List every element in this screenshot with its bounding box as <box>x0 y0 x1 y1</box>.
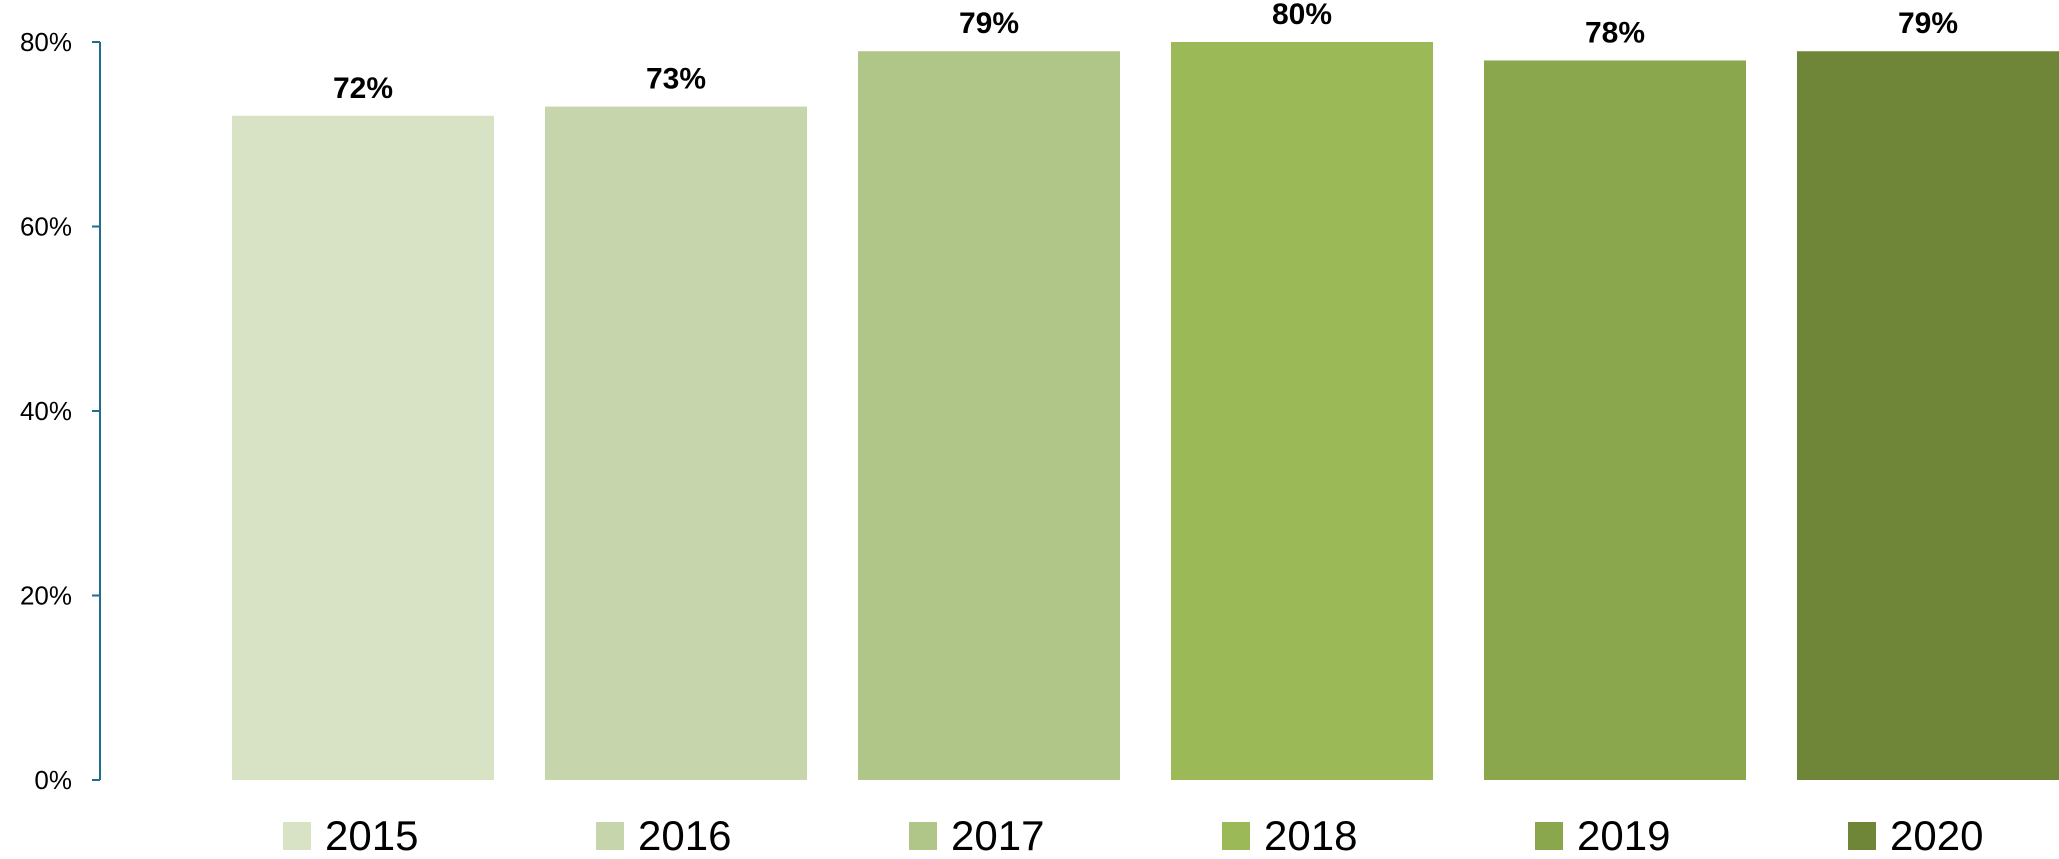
y-tick-label: 60% <box>20 212 72 242</box>
legend-swatch-2019 <box>1535 822 1563 850</box>
legend: 2015 2016 2017 2018 2019 2020 <box>283 812 1983 859</box>
legend-swatch-2018 <box>1222 822 1250 850</box>
data-label-2018: 80% <box>1272 0 1332 31</box>
data-label-2019: 78% <box>1585 16 1645 49</box>
data-label-2015: 72% <box>333 72 393 105</box>
legend-label-2019: 2019 <box>1577 812 1670 859</box>
legend-swatch-2017 <box>909 822 937 850</box>
bar-2016 <box>545 106 807 780</box>
y-tick-label: 0% <box>34 765 72 795</box>
bars-group <box>232 42 2059 781</box>
y-tick-label: 20% <box>20 581 72 611</box>
bar-2015 <box>232 115 494 781</box>
bar-2019 <box>1484 60 1746 780</box>
legend-label-2020: 2020 <box>1890 812 1983 859</box>
bar-2020 <box>1797 51 2059 781</box>
data-label-2017: 79% <box>959 7 1019 40</box>
y-axis-ticks: 0% 20% 40% 60% 80% <box>20 27 100 795</box>
legend-label-2017: 2017 <box>951 812 1044 859</box>
legend-label-2016: 2016 <box>638 812 731 859</box>
data-labels-group: 72% 73% 79% 80% 78% 79% <box>333 0 1958 105</box>
data-label-2020: 79% <box>1898 7 1958 40</box>
legend-swatch-2016 <box>596 822 624 850</box>
legend-label-2018: 2018 <box>1264 812 1357 859</box>
y-tick-label: 40% <box>20 396 72 426</box>
data-label-2016: 73% <box>646 63 706 96</box>
legend-swatch-2015 <box>283 822 311 850</box>
bar-2017 <box>858 51 1120 781</box>
legend-label-2015: 2015 <box>325 812 418 859</box>
legend-swatch-2020 <box>1848 822 1876 850</box>
y-tick-label: 80% <box>20 27 72 57</box>
bar-2018 <box>1171 42 1433 780</box>
